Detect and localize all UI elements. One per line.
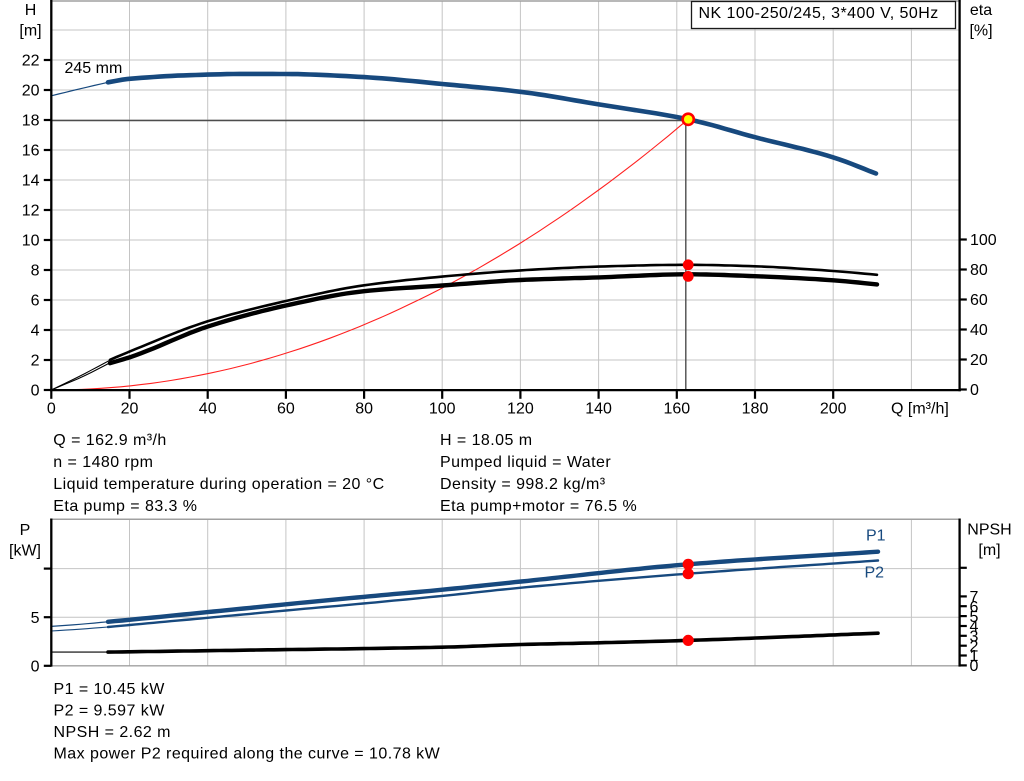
svg-text:4: 4 — [970, 619, 979, 636]
svg-text:20: 20 — [22, 83, 40, 100]
svg-text:60: 60 — [277, 400, 295, 417]
svg-text:0: 0 — [31, 383, 40, 400]
svg-text:18: 18 — [22, 113, 40, 130]
svg-text:22: 22 — [22, 53, 40, 70]
svg-text:[m]: [m] — [978, 542, 1000, 559]
svg-text:Q = 162.9 m³/h: Q = 162.9 m³/h — [53, 432, 166, 449]
svg-text:100: 100 — [429, 400, 456, 417]
svg-text:5: 5 — [970, 609, 979, 626]
svg-text:P: P — [20, 522, 31, 539]
svg-text:P2: P2 — [865, 565, 885, 582]
svg-text:NPSH: NPSH — [967, 522, 1011, 539]
svg-text:6: 6 — [31, 293, 40, 310]
svg-text:40: 40 — [970, 322, 988, 339]
svg-text:80: 80 — [355, 400, 373, 417]
svg-text:NPSH = 2.62 m: NPSH = 2.62 m — [54, 724, 171, 741]
svg-text:eta: eta — [970, 2, 992, 19]
svg-text:Pumped liquid = Water: Pumped liquid = Water — [440, 454, 611, 471]
svg-text:P2 = 9.597 kW: P2 = 9.597 kW — [54, 703, 166, 720]
svg-text:NK 100-250/245, 3*400 V, 50Hz: NK 100-250/245, 3*400 V, 50Hz — [699, 5, 939, 22]
svg-text:16: 16 — [22, 143, 40, 160]
svg-text:7: 7 — [970, 589, 979, 606]
svg-text:5: 5 — [31, 610, 40, 627]
svg-text:2: 2 — [31, 353, 40, 370]
svg-text:8: 8 — [31, 263, 40, 280]
svg-text:200: 200 — [820, 400, 847, 417]
svg-text:245 mm: 245 mm — [65, 60, 123, 77]
svg-text:Q [m³/h]: Q [m³/h] — [891, 400, 949, 417]
svg-text:0: 0 — [47, 400, 56, 417]
svg-text:12: 12 — [22, 203, 40, 220]
svg-text:160: 160 — [663, 400, 690, 417]
svg-text:[%]: [%] — [969, 23, 992, 40]
svg-text:n = 1480 rpm: n = 1480 rpm — [53, 454, 153, 471]
svg-text:Eta pump = 83.3 %: Eta pump = 83.3 % — [53, 498, 197, 515]
svg-text:20: 20 — [121, 400, 139, 417]
svg-text:H = 18.05 m: H = 18.05 m — [440, 432, 533, 449]
svg-text:P1: P1 — [866, 528, 886, 545]
svg-text:Liquid temperature during oper: Liquid temperature during operation = 20… — [53, 476, 384, 493]
svg-text:100: 100 — [970, 232, 997, 249]
svg-text:180: 180 — [742, 400, 769, 417]
svg-text:Eta pump+motor = 76.5 %: Eta pump+motor = 76.5 % — [440, 498, 637, 515]
svg-text:H: H — [25, 2, 37, 19]
svg-text:0: 0 — [970, 382, 979, 399]
svg-text:P1 = 10.45 kW: P1 = 10.45 kW — [54, 681, 166, 698]
svg-text:[kW]: [kW] — [9, 542, 41, 559]
svg-text:1: 1 — [970, 648, 979, 665]
svg-text:80: 80 — [970, 262, 988, 279]
svg-text:4: 4 — [31, 323, 40, 340]
svg-text:0: 0 — [970, 658, 979, 675]
svg-text:10: 10 — [22, 233, 40, 250]
svg-text:[m]: [m] — [19, 22, 41, 39]
svg-text:14: 14 — [22, 173, 40, 190]
svg-text:140: 140 — [585, 400, 612, 417]
svg-text:2: 2 — [970, 638, 979, 655]
svg-text:6: 6 — [970, 599, 979, 616]
svg-text:Density = 998.2 kg/m³: Density = 998.2 kg/m³ — [440, 476, 606, 493]
svg-text:120: 120 — [507, 400, 534, 417]
svg-text:Max power P2 required along th: Max power P2 required along the curve = … — [54, 746, 441, 763]
svg-text:20: 20 — [970, 352, 988, 369]
svg-text:40: 40 — [199, 400, 217, 417]
svg-text:0: 0 — [31, 659, 40, 676]
svg-text:60: 60 — [970, 292, 988, 309]
svg-text:3: 3 — [970, 629, 979, 646]
